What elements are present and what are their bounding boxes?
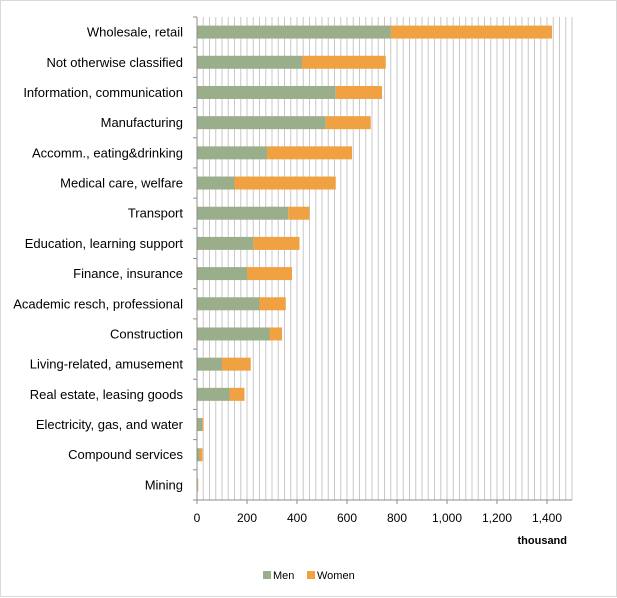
x-tick-label: 400: [287, 511, 307, 525]
category-label: Living-related, amusement: [30, 357, 184, 372]
bar-men: [197, 206, 289, 220]
category-label: Construction: [110, 326, 183, 341]
x-tick-label: 0: [194, 511, 201, 525]
legend: Men Women: [263, 570, 355, 582]
bar-men: [197, 236, 254, 250]
x-tick-label: 1,000: [432, 511, 462, 525]
category-label: Not otherwise classified: [46, 55, 183, 70]
bar-women: [197, 478, 199, 492]
category-label: Compound services: [68, 447, 183, 462]
bar-women: [259, 297, 286, 311]
category-label: Real estate, leasing goods: [30, 387, 184, 402]
bar-women: [247, 267, 292, 281]
bar-men: [197, 387, 230, 401]
bar-men: [197, 418, 202, 432]
category-label: Wholesale, retail: [87, 25, 183, 40]
bar-men: [197, 327, 270, 341]
category-label: Electricity, gas, and water: [36, 417, 184, 432]
bar-women: [302, 55, 386, 69]
category-label: Finance, insurance: [73, 266, 183, 281]
bar-women: [390, 25, 552, 39]
category-label: Manufacturing: [101, 115, 183, 130]
bar-women: [222, 357, 251, 371]
bar-men: [197, 85, 336, 99]
bar-women: [202, 418, 204, 432]
bar-men: [197, 357, 222, 371]
bar-women: [234, 176, 336, 190]
bar-women: [229, 387, 245, 401]
bar-men: [197, 267, 247, 281]
bar-women: [288, 206, 310, 220]
bar-men: [197, 55, 302, 69]
x-tick-labels: 0 200 400 600 800 1,000 1,200 1,400: [194, 511, 563, 525]
x-tick-label: 200: [237, 511, 257, 525]
x-tick-label: 1,400: [532, 511, 562, 525]
bar-women: [325, 116, 371, 130]
bar-women: [253, 236, 300, 250]
x-tick-label: 1,200: [482, 511, 512, 525]
category-label: Academic resch, professional: [13, 296, 183, 311]
bar-men: [197, 116, 326, 130]
bar-women: [199, 448, 203, 462]
x-tick-label: 600: [337, 511, 357, 525]
bar-men: [197, 297, 260, 311]
bars: [197, 25, 552, 492]
bar-women: [267, 146, 352, 160]
x-tick-label: 800: [387, 511, 407, 525]
bar-men: [197, 146, 267, 160]
bar-women: [269, 327, 282, 341]
x-axis-unit-label: thousand: [518, 535, 568, 547]
axes: [193, 16, 572, 504]
legend-label-women: Women: [317, 570, 355, 582]
category-label: Transport: [128, 206, 184, 221]
legend-swatch-men: [263, 571, 271, 579]
category-label: Education, learning support: [25, 236, 184, 251]
bar-men: [197, 25, 391, 39]
legend-label-men: Men: [273, 570, 294, 582]
category-label: Mining: [145, 477, 183, 492]
category-labels: Wholesale, retail Not otherwise classifie…: [13, 25, 183, 493]
category-label: Accomm., eating&drinking: [32, 145, 183, 160]
category-label: Information, communication: [23, 85, 183, 100]
bar-men: [197, 448, 200, 462]
category-label: Medical care, welfare: [60, 176, 183, 191]
legend-swatch-women: [307, 571, 315, 579]
bar-men: [197, 176, 235, 190]
bar-women: [335, 85, 382, 99]
